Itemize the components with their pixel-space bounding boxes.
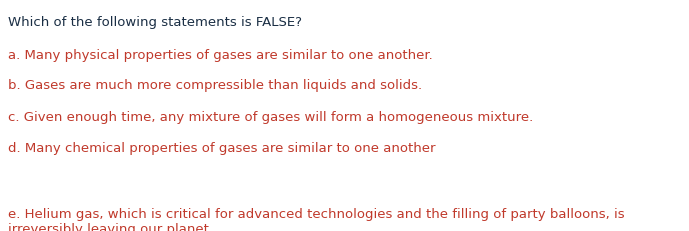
Text: e. Helium gas, which is critical for advanced technologies and the filling of pa: e. Helium gas, which is critical for adv…	[8, 208, 625, 231]
Text: d. Many chemical properties of gases are similar to one another: d. Many chemical properties of gases are…	[8, 142, 435, 155]
Text: Which of the following statements is FALSE?: Which of the following statements is FAL…	[8, 16, 302, 29]
Text: b. Gases are much more compressible than liquids and solids.: b. Gases are much more compressible than…	[8, 79, 422, 91]
Text: a. Many physical properties of gases are similar to one another.: a. Many physical properties of gases are…	[8, 49, 433, 61]
Text: c. Given enough time, any mixture of gases will form a homogeneous mixture.: c. Given enough time, any mixture of gas…	[8, 111, 533, 124]
